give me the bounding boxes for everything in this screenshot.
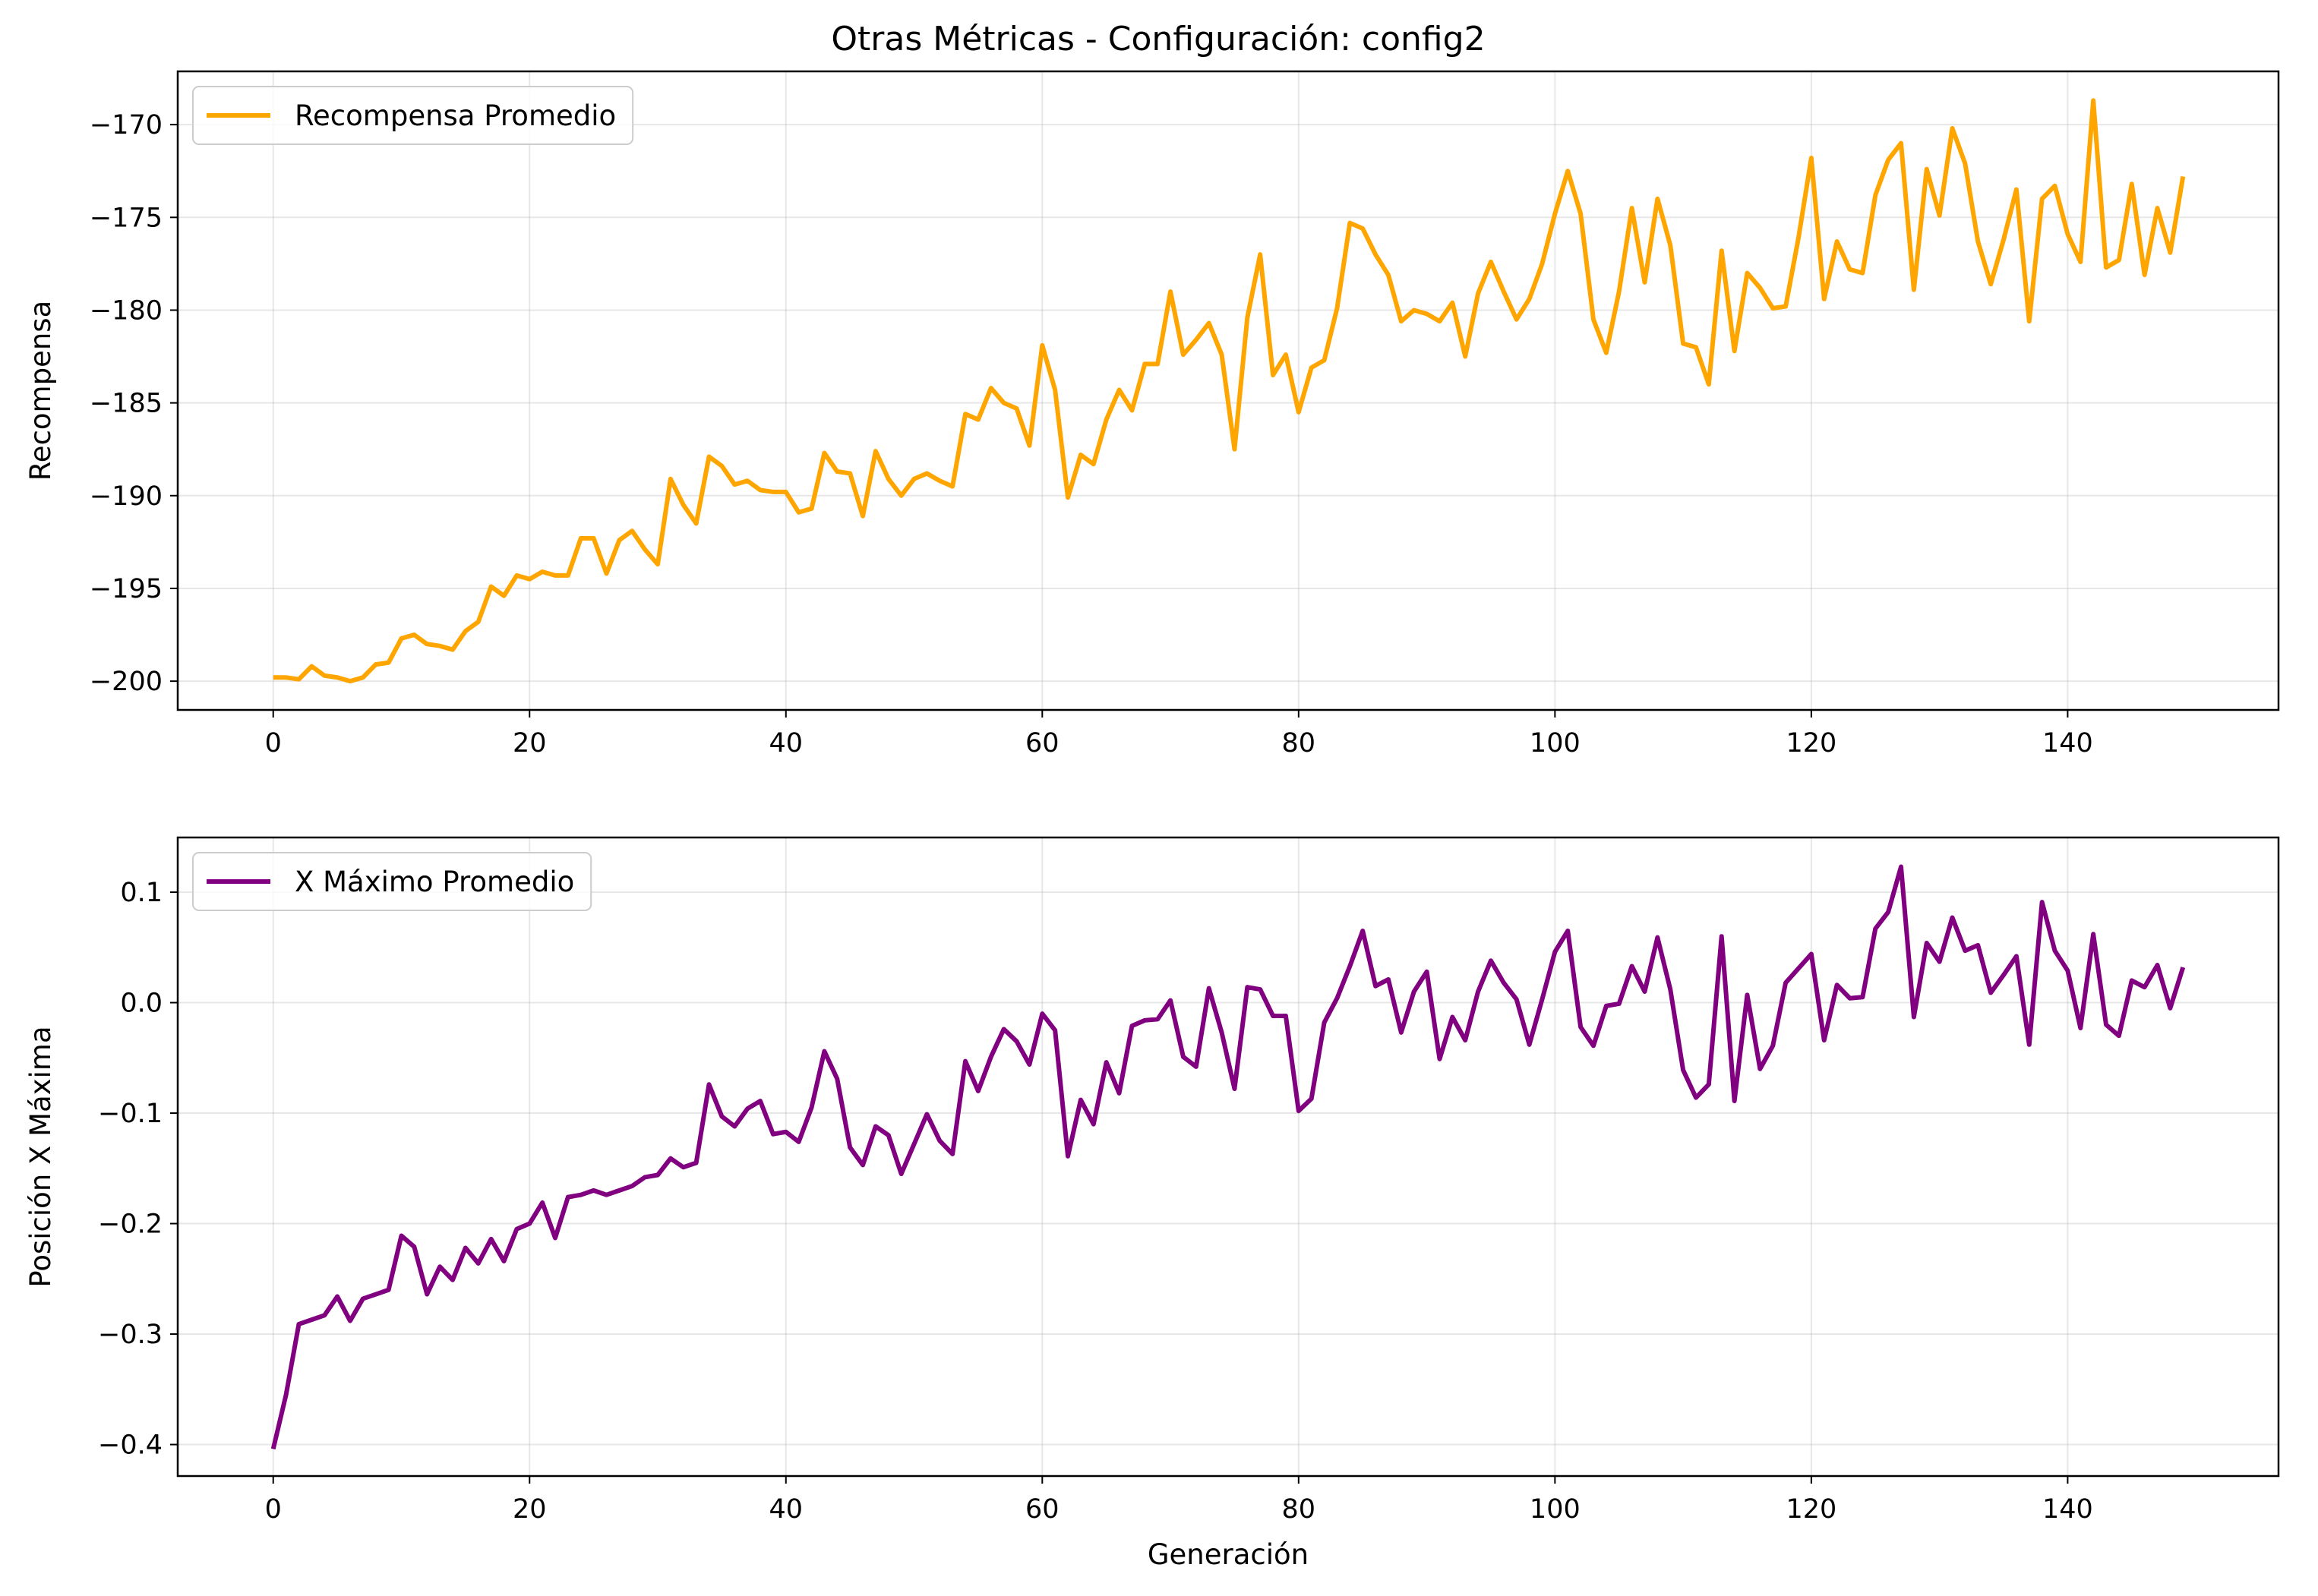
legend-label: Recompensa Promedio — [295, 99, 616, 132]
y-tick-label: −0.3 — [98, 1320, 163, 1350]
y-axis-label: Posición X Máxima — [24, 1026, 57, 1287]
x-tick-label: 40 — [769, 1494, 803, 1525]
reward-series-line — [273, 98, 2186, 684]
x-axis-label: Generación — [1148, 1538, 1309, 1571]
reward-panel: 0 20 40 60 80 100 120 140 −200 −195 −190 −185 −180 −1… — [24, 70, 2280, 759]
y-tick-label: 0.0 — [120, 989, 163, 1019]
y-tick-label: −170 — [90, 110, 163, 140]
y-tick-label: −200 — [90, 667, 163, 697]
y-tick-label: −195 — [90, 574, 163, 604]
y-tick-label: −0.4 — [98, 1430, 163, 1461]
y-tick-label: −190 — [90, 481, 163, 512]
x-tick-label: 20 — [513, 728, 547, 759]
y-tick-label: −0.1 — [98, 1099, 163, 1129]
legend: X Máximo Promedio — [192, 852, 592, 911]
y-tick-label: 0.1 — [120, 878, 163, 908]
y-axis-label: Recompensa — [24, 301, 57, 481]
y-tick-label: −185 — [90, 389, 163, 419]
x-tick-label: 140 — [2042, 1494, 2093, 1525]
x-tick-label: 40 — [769, 728, 803, 759]
axes-frame — [176, 836, 2280, 1478]
legend-label: X Máximo Promedio — [295, 866, 574, 898]
legend-box — [192, 86, 634, 145]
x-tick-label: 120 — [1786, 728, 1836, 759]
axes-frame — [176, 70, 2280, 711]
y-tick-label: −0.2 — [98, 1210, 163, 1240]
legend: Recompensa Promedio — [192, 86, 634, 145]
max-x-series-line — [270, 864, 2186, 1450]
x-tick-label: 20 — [513, 1494, 547, 1525]
figure-title: Otras Métricas - Configuración: config2 — [831, 20, 1485, 58]
legend-box — [192, 852, 592, 911]
x-tick-label: 100 — [1530, 728, 1581, 759]
x-tick-label: 80 — [1282, 728, 1316, 759]
y-tick-label: −175 — [90, 203, 163, 233]
x-tick-label: 60 — [1025, 1494, 1060, 1525]
max-x-panel: 0 20 40 60 80 100 120 140 −0.4 −0.3 −0.2 −0.1 0.0 0.1… — [24, 836, 2280, 1571]
x-tick-label: 140 — [2042, 728, 2093, 759]
x-tick-label: 100 — [1530, 1494, 1581, 1525]
x-tick-label: 60 — [1025, 728, 1060, 759]
x-tick-label: 120 — [1786, 1494, 1836, 1525]
x-tick-label: 80 — [1282, 1494, 1316, 1525]
x-tick-label: 0 — [265, 1494, 282, 1525]
y-tick-label: −180 — [90, 295, 163, 326]
x-tick-label: 0 — [265, 728, 282, 759]
